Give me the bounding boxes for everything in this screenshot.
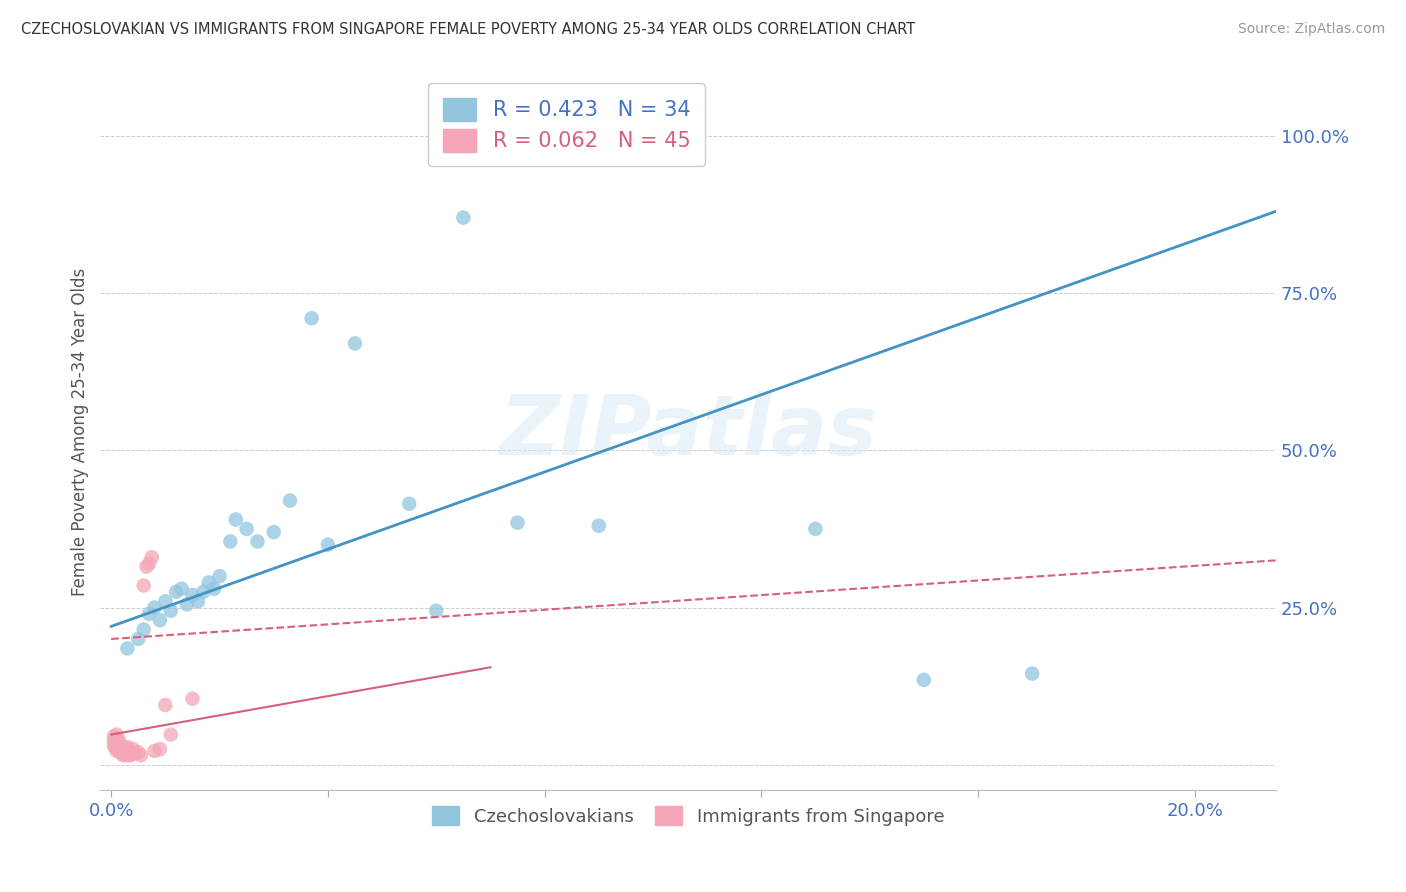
Point xyxy=(398,497,420,511)
Point xyxy=(117,745,139,759)
Point xyxy=(588,518,610,533)
Point xyxy=(235,522,257,536)
Point xyxy=(120,748,142,763)
Point xyxy=(108,738,131,752)
Point xyxy=(112,748,135,763)
Point xyxy=(120,744,142,758)
Point xyxy=(187,594,209,608)
Point xyxy=(208,569,231,583)
Legend: Czechoslovakians, Immigrants from Singapore: Czechoslovakians, Immigrants from Singap… xyxy=(423,797,953,835)
Point xyxy=(159,604,181,618)
Point xyxy=(105,738,128,752)
Point xyxy=(132,578,155,592)
Point xyxy=(343,336,366,351)
Point xyxy=(108,734,131,748)
Point xyxy=(155,698,177,712)
Point xyxy=(108,744,131,758)
Point xyxy=(105,740,128,755)
Point xyxy=(103,734,125,748)
Point xyxy=(138,557,160,571)
Point xyxy=(114,747,136,761)
Point xyxy=(425,604,447,618)
Point xyxy=(107,738,129,752)
Point xyxy=(104,740,127,755)
Point xyxy=(105,744,128,758)
Point xyxy=(111,747,134,761)
Point xyxy=(143,744,166,758)
Point xyxy=(263,524,285,539)
Point xyxy=(453,211,475,225)
Point xyxy=(129,748,152,763)
Point xyxy=(135,559,157,574)
Point xyxy=(105,734,128,748)
Point xyxy=(176,598,198,612)
Point xyxy=(181,588,204,602)
Point xyxy=(141,550,163,565)
Point xyxy=(121,747,143,761)
Point xyxy=(149,613,172,627)
Point xyxy=(155,594,177,608)
Point xyxy=(121,742,143,756)
Point xyxy=(108,740,131,755)
Point xyxy=(165,584,187,599)
Point xyxy=(912,673,935,687)
Point xyxy=(1021,666,1043,681)
Point xyxy=(225,512,247,526)
Point xyxy=(117,641,139,656)
Point xyxy=(122,745,145,759)
Point xyxy=(103,730,125,744)
Point xyxy=(197,575,219,590)
Point xyxy=(112,744,135,758)
Point xyxy=(107,742,129,756)
Point xyxy=(301,311,323,326)
Point xyxy=(110,741,132,756)
Point xyxy=(138,607,160,621)
Text: CZECHOSLOVAKIAN VS IMMIGRANTS FROM SINGAPORE FEMALE POVERTY AMONG 25-34 YEAR OLD: CZECHOSLOVAKIAN VS IMMIGRANTS FROM SINGA… xyxy=(21,22,915,37)
Point xyxy=(804,522,827,536)
Point xyxy=(246,534,269,549)
Point xyxy=(159,728,181,742)
Point xyxy=(104,736,127,750)
Point xyxy=(219,534,242,549)
Point xyxy=(117,740,139,755)
Point xyxy=(506,516,529,530)
Point xyxy=(278,493,301,508)
Point xyxy=(115,748,138,763)
Point xyxy=(124,747,146,761)
Point xyxy=(110,745,132,759)
Point xyxy=(132,623,155,637)
Y-axis label: Female Poverty Among 25-34 Year Olds: Female Poverty Among 25-34 Year Olds xyxy=(72,268,89,596)
Point xyxy=(143,600,166,615)
Point xyxy=(193,584,215,599)
Point xyxy=(149,742,172,756)
Point xyxy=(117,747,139,761)
Point xyxy=(127,745,149,759)
Point xyxy=(316,538,339,552)
Point xyxy=(111,742,134,756)
Point xyxy=(202,582,225,596)
Text: Source: ZipAtlas.com: Source: ZipAtlas.com xyxy=(1237,22,1385,37)
Point xyxy=(127,632,149,646)
Point xyxy=(170,582,193,596)
Point xyxy=(181,691,204,706)
Point xyxy=(114,742,136,756)
Point xyxy=(103,739,125,753)
Text: ZIPatlas: ZIPatlas xyxy=(499,391,877,472)
Point xyxy=(105,728,128,742)
